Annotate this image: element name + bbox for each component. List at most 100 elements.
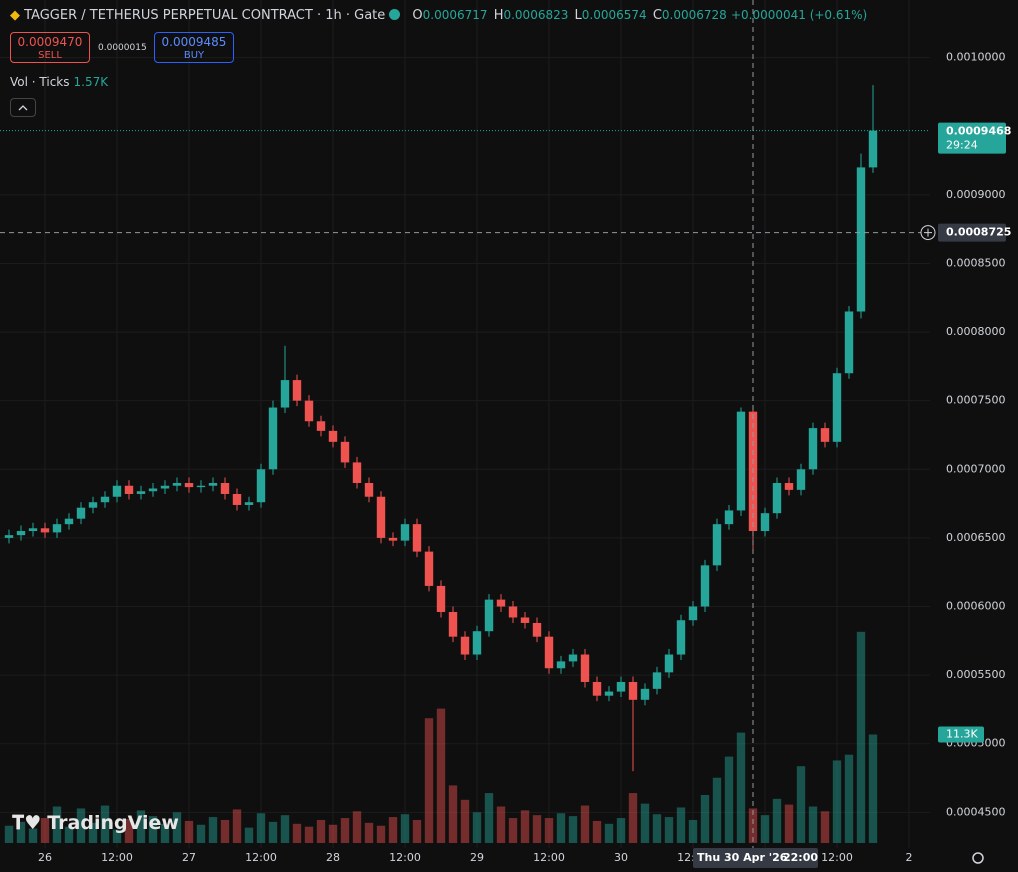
volume-bar xyxy=(88,822,98,843)
volume-bar xyxy=(28,828,38,843)
ohlc-value: 0.0006823 xyxy=(503,8,569,22)
volume-bar xyxy=(268,821,278,843)
brand-logo: 𝐓♥ TradingView xyxy=(12,812,179,834)
volume-bar xyxy=(520,810,530,843)
candle-body xyxy=(532,622,542,637)
volume-legend: Vol · Ticks 1.57K xyxy=(10,75,108,89)
ohlc-value: 0.0006717 xyxy=(422,8,488,22)
volume-bar xyxy=(676,807,686,843)
candle-body xyxy=(268,407,278,470)
candle-body xyxy=(28,528,38,532)
candle-body xyxy=(676,620,686,655)
candle-body xyxy=(112,485,122,497)
candle-body xyxy=(664,654,674,673)
y-tick-label: 0.0006500 xyxy=(946,531,1006,544)
settings-button[interactable] xyxy=(972,852,984,864)
volume-bar xyxy=(424,718,434,843)
x-tick-label: 30 xyxy=(614,851,628,864)
candle-body xyxy=(460,636,470,655)
volume-bar xyxy=(412,819,422,843)
buy-price: 0.0009485 xyxy=(161,35,227,49)
chevron-icon xyxy=(18,105,28,111)
volume-bar xyxy=(484,793,494,843)
x-tick-label: 12:00 xyxy=(389,851,421,864)
volume-bar xyxy=(508,818,518,843)
candle-body xyxy=(508,606,518,618)
y-tick-label: 0.0005500 xyxy=(946,668,1006,681)
x-tick-label: 12:00 xyxy=(821,851,853,864)
volume-bar xyxy=(664,817,674,843)
symbol-title[interactable]: TAGGER / TETHERUS PERPETUAL CONTRACT · 1… xyxy=(24,8,386,23)
volume-bar xyxy=(292,823,302,843)
volume-bar xyxy=(820,811,830,843)
candle-body xyxy=(232,493,242,505)
brand-name: TradingView xyxy=(47,812,179,834)
candle-body xyxy=(16,531,26,536)
candle-body xyxy=(400,524,410,541)
ohlc-value: 0.0006728 xyxy=(661,8,727,22)
candle-body xyxy=(808,428,818,470)
sell-button[interactable]: 0.0009470 SELL xyxy=(10,32,90,63)
candle-body xyxy=(388,537,398,541)
volume-title: Vol · Ticks xyxy=(10,75,70,89)
candle-body xyxy=(52,524,62,533)
candle-body xyxy=(436,585,446,612)
ohlc-key: L xyxy=(574,8,582,23)
volume-bar xyxy=(868,734,878,843)
candle-body xyxy=(412,524,422,552)
volume-bar xyxy=(16,821,26,843)
candle-body xyxy=(448,611,458,637)
volume-bar xyxy=(112,829,122,843)
volume-bar xyxy=(376,825,386,843)
volume-bar xyxy=(652,814,662,843)
crosshair-time-label: 22:00 xyxy=(783,851,818,864)
candle-body xyxy=(4,535,14,538)
volume-bar xyxy=(76,808,86,843)
volume-bar xyxy=(628,793,638,843)
volume-bar xyxy=(40,818,50,843)
crosshair-price-label: 0.0008725 xyxy=(946,226,1011,239)
ohlc-change: +0.0000041 (+0.61%) xyxy=(730,8,868,22)
candle-body xyxy=(544,636,554,669)
buy-label: BUY xyxy=(183,50,205,61)
volume-bar xyxy=(580,805,590,843)
collapse-button[interactable] xyxy=(10,98,36,117)
candle-body xyxy=(100,496,110,503)
countdown-label: 29:24 xyxy=(946,139,978,152)
x-tick-label: 12:00 xyxy=(101,851,133,864)
volume-bar xyxy=(304,826,314,843)
candle-body xyxy=(64,518,74,525)
volume-bar xyxy=(724,756,734,843)
volume-label: 11.3K xyxy=(946,728,978,741)
y-tick-label: 0.0009000 xyxy=(946,188,1006,201)
candle-body xyxy=(688,606,698,621)
candle-body xyxy=(484,599,494,632)
candle-body xyxy=(316,421,326,431)
volume-bar xyxy=(700,795,710,843)
y-tick-label: 0.0010000 xyxy=(946,51,1006,64)
volume-bar xyxy=(388,817,398,843)
volume-bar xyxy=(532,815,542,843)
volume-bar xyxy=(748,808,758,843)
candle-body xyxy=(592,681,602,696)
x-tick-label: 26 xyxy=(38,851,52,864)
candle-body xyxy=(856,167,866,312)
symbol-header: ◆ TAGGER / TETHERUS PERPETUAL CONTRACT ·… xyxy=(10,8,867,23)
volume-bar xyxy=(592,820,602,843)
volume-badge xyxy=(938,726,984,743)
last-price-label: 0.0009468 xyxy=(946,125,1011,138)
volume-bar xyxy=(436,708,446,843)
candle-body xyxy=(700,565,710,607)
volume-bar xyxy=(736,732,746,843)
volume-bar xyxy=(460,799,470,843)
candle-body xyxy=(568,654,578,662)
candle-body xyxy=(376,496,386,538)
status-dot xyxy=(389,9,401,20)
candle-body xyxy=(304,400,314,422)
volume-bar xyxy=(496,806,506,843)
buy-button[interactable]: 0.0009485 BUY xyxy=(154,32,234,63)
candle-body xyxy=(496,599,506,607)
candle-body xyxy=(712,524,722,566)
candle-body xyxy=(160,485,170,489)
